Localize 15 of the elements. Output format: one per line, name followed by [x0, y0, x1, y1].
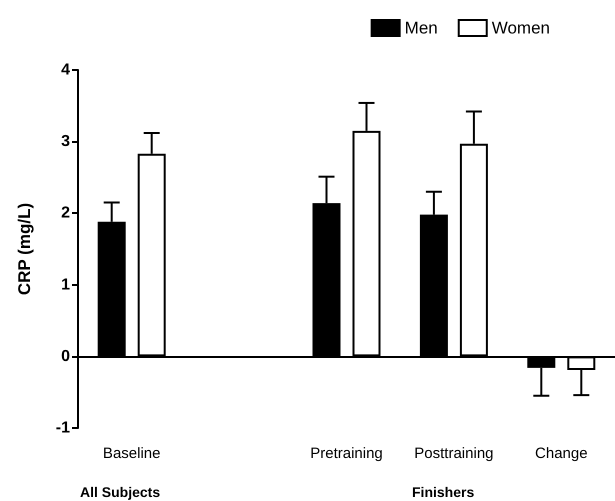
legend-label: Women [492, 18, 550, 38]
x-tick-label: Baseline [102, 445, 160, 462]
y-tick-label: 3 [61, 133, 70, 150]
x-tick-label: Posttraining [414, 445, 494, 462]
y-tick-label: 0 [61, 348, 70, 365]
y-tick-label: -1 [56, 420, 70, 436]
y-axis-title: CRP (mg/L) [15, 202, 34, 296]
x-tick-label: Pretraining [310, 445, 383, 462]
legend-label: Men [404, 18, 438, 38]
y-tick-label: 4 [61, 62, 70, 78]
x-tick-label: Change [535, 445, 588, 462]
y-tick-label: 1 [61, 276, 70, 294]
y-tick-label: 2 [61, 204, 70, 222]
text: All Subjects [80, 484, 160, 500]
text: Finishers [412, 484, 474, 500]
